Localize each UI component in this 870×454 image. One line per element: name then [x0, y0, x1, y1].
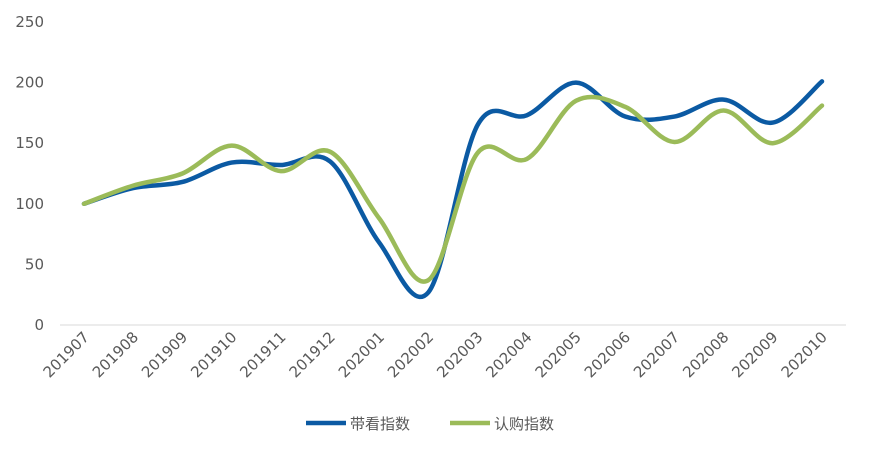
x-tick-label: 202001: [335, 328, 388, 381]
x-tick-label: 202003: [433, 328, 486, 381]
x-tick-label: 202004: [482, 328, 535, 381]
x-tick-label: 202006: [581, 328, 634, 381]
legend-item: 认购指数: [450, 415, 554, 433]
legend-label: 认购指数: [494, 415, 554, 433]
series-line-1: [81, 94, 825, 284]
x-axis: 2019072019082019092019102019112019122020…: [40, 328, 831, 381]
x-tick-label: 201908: [89, 328, 142, 381]
x-tick-label: 202009: [728, 328, 781, 381]
x-tick-label: 201907: [40, 328, 93, 381]
y-tick-label: 150: [15, 134, 44, 152]
x-tick-label: 202002: [384, 328, 437, 381]
x-tick-label: 201910: [187, 328, 240, 381]
y-tick-label: 200: [15, 74, 44, 92]
y-axis: 0 50 100 150 200 250: [15, 13, 44, 334]
x-tick-label: 201912: [286, 328, 339, 381]
legend-label: 带看指数: [350, 415, 410, 433]
series-lines: [81, 79, 825, 300]
x-tick-label: 201911: [236, 328, 289, 381]
x-tick-label: 201909: [138, 328, 191, 381]
y-tick-label: 250: [15, 13, 44, 31]
x-tick-label: 202005: [532, 328, 585, 381]
x-tick-label: 202010: [778, 328, 831, 381]
legend: 带看指数 认购指数: [306, 415, 554, 433]
x-tick-label: 202008: [679, 328, 732, 381]
x-tick-label: 202007: [630, 328, 683, 381]
y-tick-label: 100: [15, 195, 44, 213]
y-tick-label: 50: [25, 255, 44, 273]
legend-item: 带看指数: [306, 415, 410, 433]
y-tick-label: 0: [34, 316, 44, 334]
